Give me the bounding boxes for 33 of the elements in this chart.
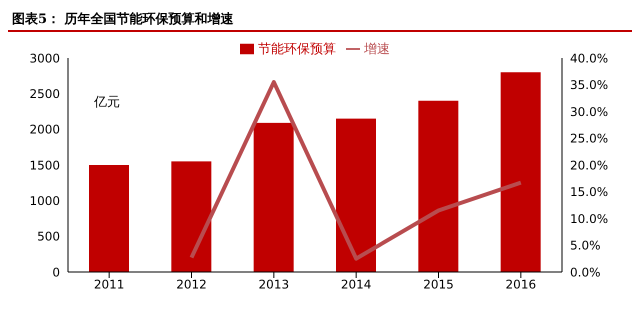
bar: [254, 122, 294, 272]
line-series: [190, 80, 523, 261]
x-tick-label: 2015: [423, 278, 454, 292]
y-tick-label: 1500: [29, 158, 60, 172]
y-tick-label: 2000: [29, 122, 60, 137]
x-tick-label: 2016: [506, 278, 536, 292]
bar: [171, 161, 212, 272]
bar: [500, 72, 541, 272]
y-tick-label: 2500: [29, 86, 60, 101]
x-tick-label: 2011: [94, 278, 124, 292]
y2-tick-label: 30.0%: [570, 104, 608, 119]
chart-title: 图表5： 历年全国节能环保预算和增速: [8, 8, 632, 32]
bar: [336, 118, 376, 272]
legend-label: 增速: [364, 42, 390, 57]
y2-tick-label: 20.0%: [570, 158, 608, 172]
y-axis-title: 亿元: [94, 94, 120, 111]
y-tick-label: 3000: [29, 51, 60, 66]
x-tick-label: 2013: [258, 278, 290, 292]
y2-tick-label: 10.0%: [570, 212, 608, 226]
legend-label: 节能环保预算: [258, 42, 336, 57]
y-tick-label: 0: [52, 265, 60, 280]
bar: [89, 165, 129, 272]
y2-tick-label: 40.0%: [570, 51, 608, 66]
y-tick-label: 500: [37, 230, 60, 244]
x-tick-label: 2012: [176, 278, 207, 292]
bar: [418, 100, 458, 272]
y-tick-label: 1000: [29, 194, 60, 208]
x-tick-label: 2014: [340, 278, 372, 292]
y2-tick-label: 15.0%: [570, 185, 608, 200]
y2-tick-label: 35.0%: [570, 78, 608, 92]
y2-tick-label: 25.0%: [570, 132, 608, 146]
y2-tick-label: 0.0%: [570, 265, 600, 280]
y2-tick-label: 5.0%: [570, 238, 600, 253]
